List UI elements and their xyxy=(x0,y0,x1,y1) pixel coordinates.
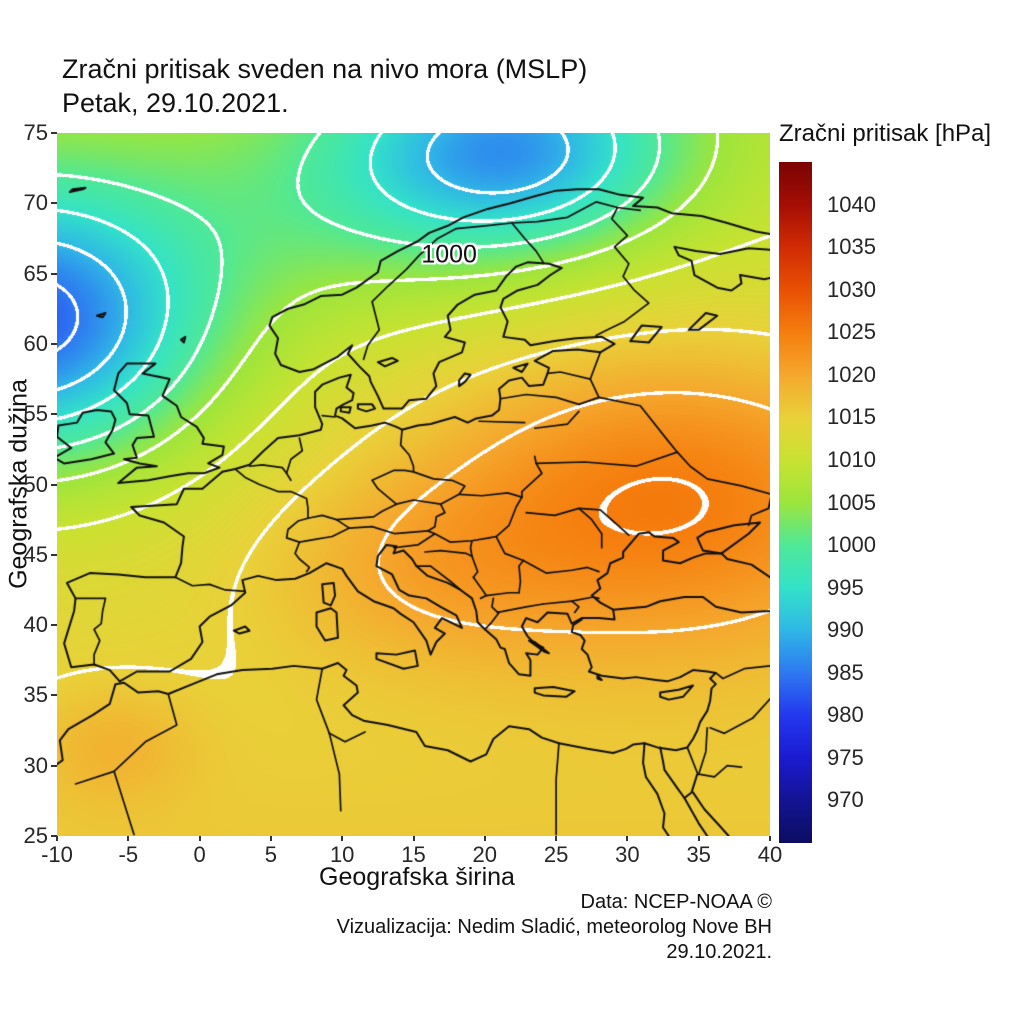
chart-subtitle: Petak, 29.10.2021. xyxy=(62,88,289,118)
credits-date: 29.10.2021. xyxy=(666,941,772,963)
y-tick-mark xyxy=(51,132,57,134)
colorbar-tick-label: 1035 xyxy=(827,234,876,260)
y-tick-label: 45 xyxy=(23,541,48,567)
colorbar-tick-label: 1015 xyxy=(827,404,876,430)
y-tick-mark xyxy=(51,413,57,416)
colorbar-tick-label: 990 xyxy=(827,617,864,643)
contour-label-1000: 1000 xyxy=(421,240,477,269)
x-tick-mark xyxy=(341,836,344,841)
x-tick-label: 10 xyxy=(329,842,355,867)
y-tick-mark xyxy=(51,342,57,345)
y-tick-mark xyxy=(51,483,57,486)
y-tick-label: 60 xyxy=(23,330,48,356)
x-tick-mark xyxy=(412,836,415,841)
colorbar-tick-label: 970 xyxy=(827,787,864,813)
x-tick-label: 15 xyxy=(401,842,426,867)
x-tick-mark xyxy=(769,836,771,841)
colorbar-tick-label: 1025 xyxy=(827,319,876,345)
colorbar-gradient xyxy=(779,162,812,843)
y-tick-label: 30 xyxy=(23,752,48,778)
colorbar-tick-label: 1000 xyxy=(827,532,876,558)
x-tick-label: 25 xyxy=(543,842,569,867)
colorbar-tick-label: 980 xyxy=(827,702,864,728)
x-tick-mark xyxy=(56,836,58,841)
y-tick-label: 70 xyxy=(23,190,48,216)
y-tick-mark xyxy=(51,764,57,767)
colorbar-tick-label: 1010 xyxy=(827,446,876,472)
x-tick-label: 30 xyxy=(615,842,640,867)
y-tick-label: 40 xyxy=(23,612,48,638)
y-tick-label: 65 xyxy=(23,260,48,286)
y-tick-mark xyxy=(51,272,57,275)
x-tick-label: 35 xyxy=(686,842,711,867)
colorbar-title: Zračni pritisak [hPa] xyxy=(779,120,992,147)
y-tick-label: 55 xyxy=(23,401,48,427)
y-tick-mark xyxy=(51,835,57,837)
y-tick-mark xyxy=(51,694,57,697)
y-tick-label: 25 xyxy=(23,823,48,848)
y-tick-label: 75 xyxy=(23,120,48,145)
colorbar-tick-label: 995 xyxy=(827,574,864,600)
x-tick-label: 40 xyxy=(757,842,783,867)
y-tick-label: 50 xyxy=(23,471,48,497)
x-tick-mark xyxy=(198,836,201,841)
colorbar-tick-label: 1005 xyxy=(827,489,876,515)
x-tick-mark xyxy=(626,836,629,841)
x-tick-label: 0 xyxy=(193,842,206,867)
chart-title: Zračni pritisak sveden na nivo mora (MSL… xyxy=(62,54,588,84)
x-tick-mark xyxy=(483,836,486,841)
y-tick-mark xyxy=(51,624,57,627)
credits-visualization: Vizualizacija: Nedim Sladić, meteorolog … xyxy=(336,916,772,938)
colorbar-tick-label: 975 xyxy=(827,744,864,770)
x-tick-label: 5 xyxy=(264,842,278,867)
x-tick-mark xyxy=(555,836,558,841)
colorbar-tick-label: 1040 xyxy=(827,191,876,217)
x-tick-label: 20 xyxy=(472,842,498,867)
x-axis-label: Geografska širina xyxy=(319,863,515,891)
credits-block: Data: NCEP-NOAA © Vizualizacija: Nedim S… xyxy=(337,890,772,965)
x-tick-label: -5 xyxy=(118,842,139,867)
pressure-map-canvas xyxy=(57,133,770,836)
colorbar-tick-label: 985 xyxy=(827,659,864,685)
y-tick-mark xyxy=(51,202,57,205)
colorbar-tick-label: 1020 xyxy=(827,361,876,387)
x-tick-mark xyxy=(697,836,700,841)
title-block: Zračni pritisak sveden na nivo mora (MSL… xyxy=(62,52,587,120)
map-area: 1000 xyxy=(57,133,770,836)
x-tick-mark xyxy=(269,836,272,841)
colorbar-tick-label: 1030 xyxy=(827,276,876,302)
y-tick-mark xyxy=(51,553,57,556)
credits-data-source: Data: NCEP-NOAA © xyxy=(580,891,772,913)
y-tick-label: 35 xyxy=(23,682,48,708)
x-tick-label: -10 xyxy=(41,842,73,867)
x-tick-mark xyxy=(127,836,130,841)
